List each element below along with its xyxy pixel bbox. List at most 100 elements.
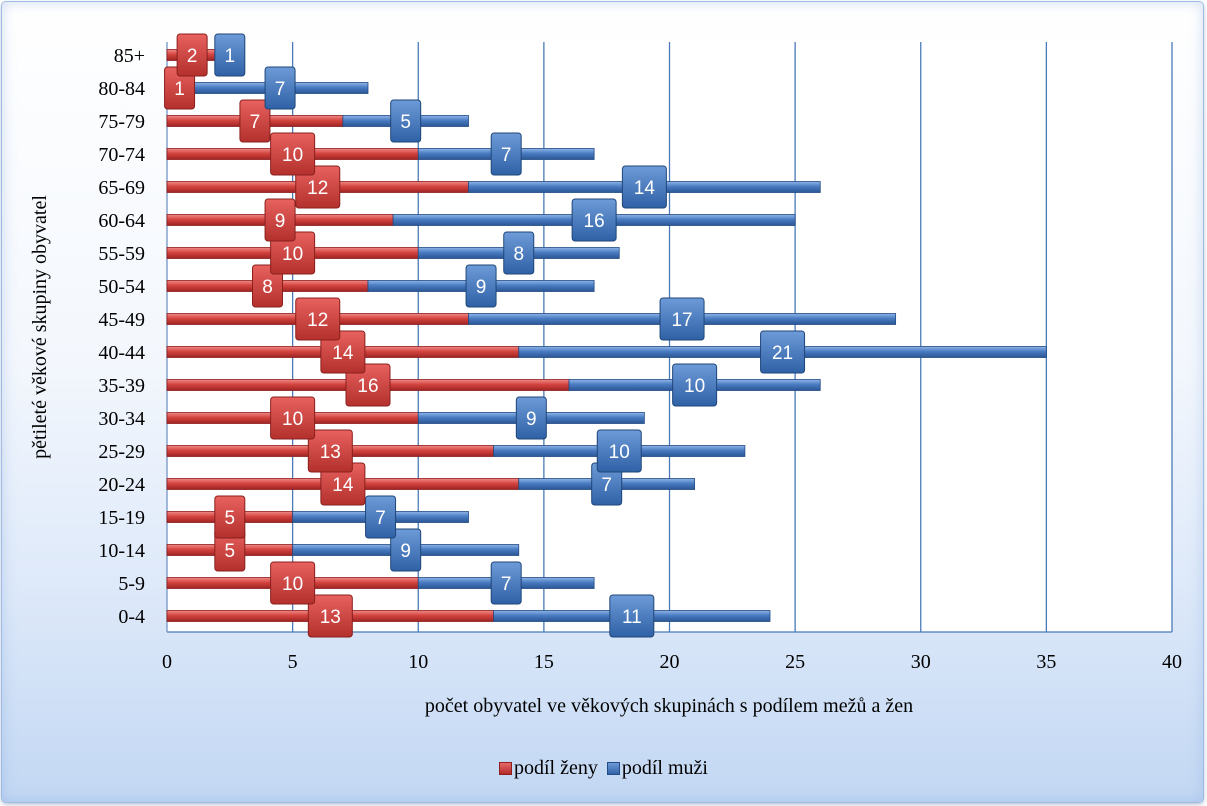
legend-item-muzi: podíl muži: [606, 757, 708, 780]
data-label-box-muzi: [390, 99, 422, 143]
data-label-box-muzi: [214, 33, 246, 77]
data-label-muzi: 14: [634, 178, 656, 199]
data-label-box-zeny: [320, 330, 366, 374]
data-label-box-zeny: [214, 495, 246, 539]
data-label-box-zeny: [295, 165, 341, 209]
data-label-muzi: 5: [400, 112, 411, 133]
data-label-zeny: 14: [332, 475, 354, 496]
y-tick-label: 25-29: [98, 441, 145, 463]
data-label-box-zeny: [239, 99, 271, 143]
y-tick-label: 70-74: [98, 144, 145, 166]
data-label-muzi: 7: [275, 79, 286, 100]
data-label-box-muzi: [596, 429, 642, 473]
y-tick-label: 50-54: [98, 276, 145, 298]
data-label-zeny: 1: [174, 79, 185, 100]
data-label-muzi: 10: [609, 442, 630, 463]
data-label-zeny: 9: [275, 211, 286, 232]
chart-legend: podíl ženy podíl muži: [0, 757, 1207, 781]
x-tick-label: 35: [1036, 651, 1056, 673]
x-tick-label: 20: [660, 651, 680, 673]
y-tick-label: 35-39: [98, 375, 145, 397]
data-label-box-muzi: [365, 495, 397, 539]
data-label-zeny: 12: [307, 310, 328, 331]
x-axis-label: počet obyvatel ve věkových skupinách s p…: [425, 695, 913, 717]
data-label-box-muzi: [490, 132, 522, 176]
x-tick-label: 25: [785, 651, 805, 673]
data-label-box-muzi: [490, 561, 522, 605]
data-label-box-muzi: [503, 231, 535, 275]
data-label-box-zeny: [295, 297, 341, 341]
data-label-zeny: 10: [282, 145, 303, 166]
data-label-zeny: 5: [225, 508, 236, 529]
data-label-muzi: 9: [526, 409, 537, 430]
y-tick-label: 80-84: [98, 78, 145, 100]
y-axis-label: pětileté věkové skupiny obyvatel: [29, 195, 51, 459]
data-label-zeny: 7: [250, 112, 261, 133]
data-label-box-muzi: [264, 66, 296, 110]
y-tick-label: 0-4: [118, 606, 145, 628]
data-label-box-muzi: [760, 330, 806, 374]
data-label-muzi: 21: [772, 343, 793, 364]
x-tick-label: 30: [911, 651, 931, 673]
data-label-zeny: 13: [320, 607, 341, 628]
y-tick-label: 60-64: [98, 210, 145, 232]
x-tick-label: 10: [408, 651, 428, 673]
data-label-muzi: 9: [476, 277, 487, 298]
data-label-muzi: 1: [225, 46, 236, 67]
data-label-zeny: 10: [282, 409, 303, 430]
x-tick-label: 40: [1162, 651, 1182, 673]
data-label-zeny: 12: [307, 178, 328, 199]
data-label-muzi: 8: [513, 244, 524, 265]
data-label-box-zeny: [270, 396, 316, 440]
data-label-box-zeny: [345, 363, 391, 407]
y-tick-label: 30-34: [98, 408, 145, 430]
data-label-box-muzi: [621, 165, 667, 209]
data-label-box-muzi: [672, 363, 718, 407]
y-tick-label: 75-79: [98, 111, 145, 133]
data-label-zeny: 13: [320, 442, 341, 463]
data-label-box-muzi: [390, 528, 422, 572]
data-label-zeny: 8: [262, 277, 273, 298]
data-label-muzi: 16: [584, 211, 605, 232]
data-label-box-zeny: [307, 429, 353, 473]
y-tick-label: 40-44: [98, 342, 145, 364]
data-label-muzi: 17: [671, 310, 692, 331]
y-tick-label: 15-19: [98, 507, 145, 529]
data-label-box-zeny: [307, 594, 353, 638]
data-label-box-muzi: [571, 198, 617, 242]
legend-label-zeny: podíl ženy: [514, 757, 598, 779]
data-label-muzi: 7: [501, 145, 512, 166]
data-label-box-zeny: [252, 264, 283, 308]
y-tick-label: 10-14: [98, 540, 145, 562]
data-label-muzi: 7: [601, 475, 612, 496]
data-label-box-zeny: [176, 33, 208, 77]
data-label-muzi: 7: [501, 574, 512, 595]
y-tick-label: 85+: [114, 45, 145, 67]
x-tick-label: 5: [288, 651, 298, 673]
y-tick-label: 20-24: [98, 474, 145, 496]
data-label-box-muzi: [659, 297, 705, 341]
data-label-zeny: 14: [332, 343, 354, 364]
data-label-box-zeny: [270, 132, 316, 176]
data-label-zeny: 10: [282, 574, 303, 595]
y-tick-label: 5-9: [118, 573, 145, 595]
y-tick-label: 65-69: [98, 177, 145, 199]
data-label-muzi: 9: [400, 541, 411, 562]
data-label-zeny: 16: [357, 376, 378, 397]
legend-item-zeny: podíl ženy: [499, 757, 598, 780]
y-tick-label: 55-59: [98, 243, 145, 265]
data-label-muzi: 10: [684, 376, 705, 397]
legend-swatch-zeny: [499, 762, 512, 775]
x-tick-label: 15: [534, 651, 554, 673]
data-label-box-zeny: [264, 198, 296, 242]
data-label-muzi: 11: [622, 607, 642, 628]
data-label-box-zeny: [270, 561, 316, 605]
data-label-zeny: 10: [282, 244, 303, 265]
x-tick-label: 0: [162, 651, 172, 673]
data-label-box-muzi: [515, 396, 547, 440]
data-label-zeny: 2: [187, 46, 198, 67]
data-label-box-muzi: [609, 594, 655, 638]
legend-swatch-muzi: [606, 762, 620, 775]
data-label-zeny: 5: [225, 541, 236, 562]
